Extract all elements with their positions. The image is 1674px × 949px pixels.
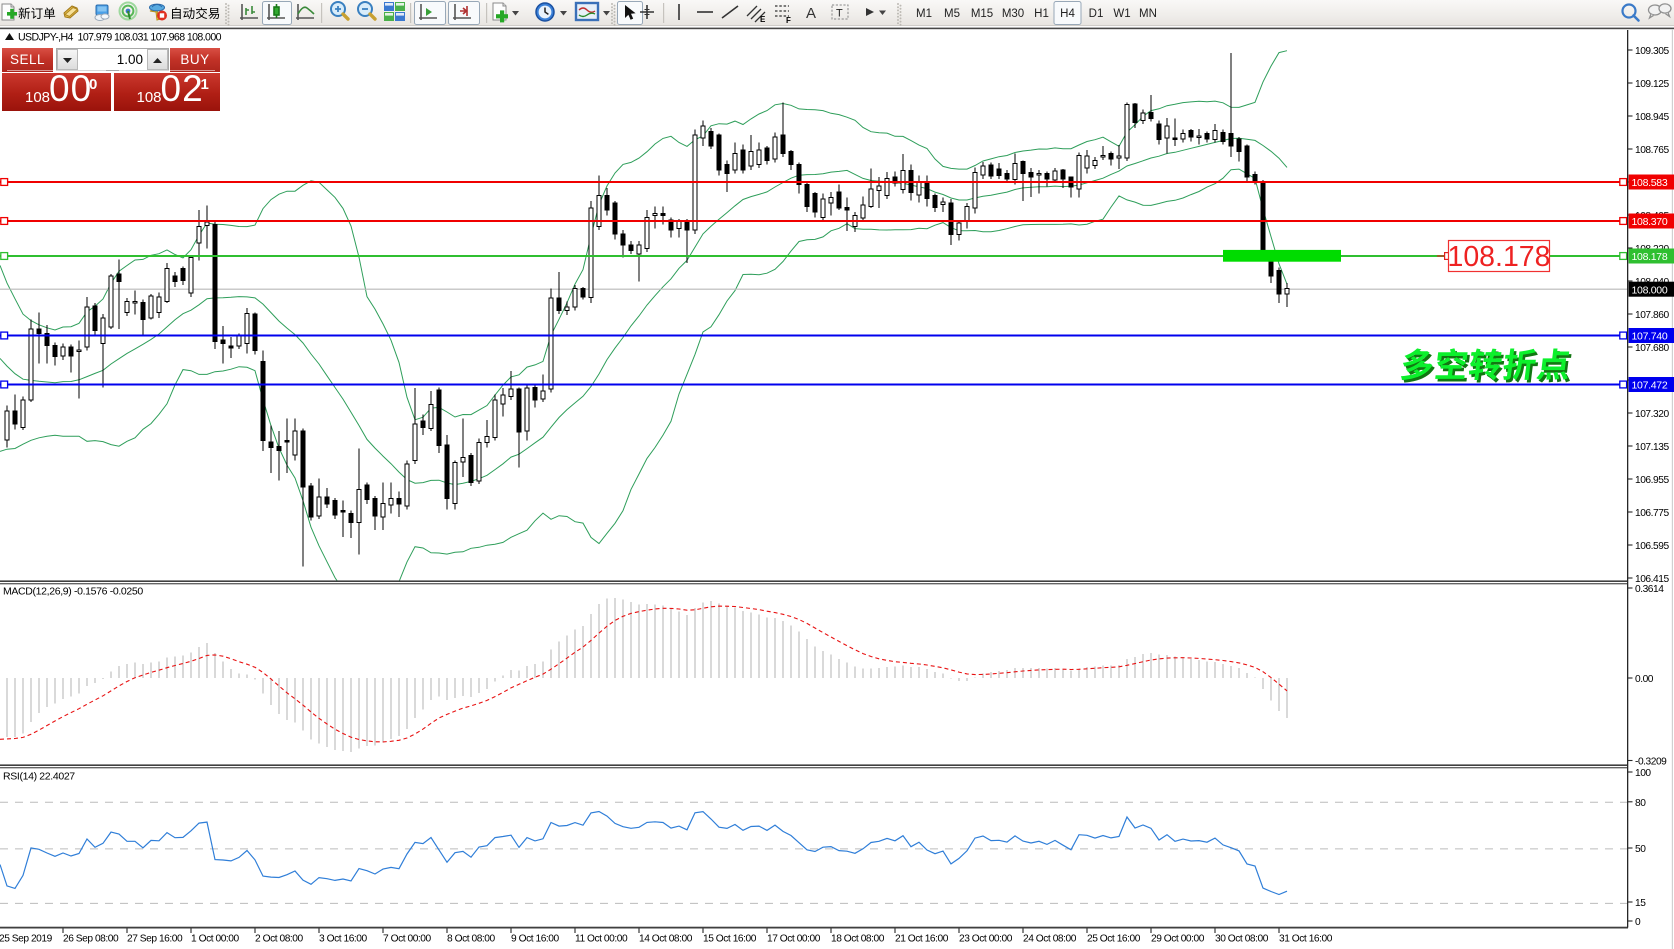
- svg-text:M5: M5: [944, 8, 960, 20]
- svg-text:24 Oct 08:00: 24 Oct 08:00: [1023, 934, 1077, 945]
- svg-text:M15: M15: [971, 8, 993, 20]
- svg-text:108.178: 108.178: [1632, 251, 1668, 263]
- svg-text:109.125: 109.125: [1635, 79, 1669, 90]
- svg-text:107.860: 107.860: [1635, 310, 1669, 321]
- svg-text:31 Oct 16:00: 31 Oct 16:00: [1279, 934, 1333, 945]
- svg-text:106.775: 106.775: [1635, 508, 1669, 519]
- svg-text:0.3614: 0.3614: [1635, 584, 1664, 595]
- svg-text:11 Oct 00:00: 11 Oct 00:00: [575, 934, 628, 945]
- svg-text:50: 50: [1635, 844, 1646, 855]
- svg-text:26 Sep 08:00: 26 Sep 08:00: [63, 934, 119, 945]
- svg-text:A: A: [806, 5, 816, 22]
- svg-text:1 Oct 00:00: 1 Oct 00:00: [191, 934, 240, 945]
- svg-text:14 Oct 08:00: 14 Oct 08:00: [639, 934, 693, 945]
- svg-text:107.740: 107.740: [1632, 331, 1668, 343]
- svg-text:8 Oct 08:00: 8 Oct 08:00: [447, 934, 496, 945]
- svg-text:M1: M1: [916, 8, 932, 20]
- svg-text:15 Oct 16:00: 15 Oct 16:00: [703, 934, 757, 945]
- svg-text:M30: M30: [1002, 8, 1024, 20]
- svg-text:30 Oct 08:00: 30 Oct 08:00: [1215, 934, 1269, 945]
- svg-text:H4: H4: [1060, 8, 1075, 20]
- svg-text:23 Oct 00:00: 23 Oct 00:00: [959, 934, 1013, 945]
- svg-text:25 Sep 2019: 25 Sep 2019: [0, 934, 53, 945]
- svg-text:F: F: [786, 16, 791, 25]
- svg-text:15: 15: [1635, 898, 1646, 909]
- svg-text:25 Oct 16:00: 25 Oct 16:00: [1087, 934, 1141, 945]
- svg-text:18 Oct 08:00: 18 Oct 08:00: [831, 934, 885, 945]
- svg-text:107.320: 107.320: [1635, 409, 1669, 420]
- svg-text:27 Sep 16:00: 27 Sep 16:00: [127, 934, 183, 945]
- svg-text:W1: W1: [1113, 8, 1130, 20]
- svg-text:108.178: 108.178: [1447, 241, 1550, 273]
- svg-text:T: T: [836, 8, 843, 20]
- svg-text:0.00: 0.00: [1635, 674, 1654, 685]
- svg-text:7 Oct 00:00: 7 Oct 00:00: [383, 934, 432, 945]
- svg-text:107.135: 107.135: [1635, 442, 1669, 453]
- svg-text:106.415: 106.415: [1635, 574, 1669, 585]
- svg-text:H1: H1: [1034, 8, 1049, 20]
- svg-text:0: 0: [1635, 917, 1641, 928]
- svg-text:108.000: 108.000: [1632, 284, 1668, 296]
- svg-text:108.583: 108.583: [1632, 177, 1668, 189]
- svg-text:109.305: 109.305: [1635, 46, 1669, 57]
- svg-text:106.955: 106.955: [1635, 475, 1669, 486]
- svg-text:2 Oct 08:00: 2 Oct 08:00: [255, 934, 304, 945]
- svg-text:MN: MN: [1139, 8, 1157, 20]
- svg-text:80: 80: [1635, 798, 1646, 809]
- svg-text:MACD(12,26,9) -0.1576 -0.0250: MACD(12,26,9) -0.1576 -0.0250: [3, 586, 143, 598]
- svg-text:USDJPY-,H4 107.979 108.031 10: USDJPY-,H4 107.979 108.031 107.968 108.0…: [18, 32, 222, 44]
- svg-text:107.680: 107.680: [1635, 343, 1669, 354]
- svg-text:RSI(14) 22.4027: RSI(14) 22.4027: [3, 771, 75, 783]
- svg-text:21 Oct 16:00: 21 Oct 16:00: [895, 934, 949, 945]
- svg-text:3 Oct 16:00: 3 Oct 16:00: [319, 934, 368, 945]
- svg-text:100: 100: [1635, 768, 1651, 779]
- svg-text:-0.3209: -0.3209: [1635, 757, 1667, 768]
- svg-text:29 Oct 00:00: 29 Oct 00:00: [1151, 934, 1205, 945]
- svg-text:107.472: 107.472: [1632, 380, 1668, 392]
- svg-text:9 Oct 16:00: 9 Oct 16:00: [511, 934, 560, 945]
- svg-text:108.370: 108.370: [1632, 216, 1668, 228]
- svg-text:17 Oct 00:00: 17 Oct 00:00: [767, 934, 821, 945]
- svg-text:108.765: 108.765: [1635, 145, 1669, 156]
- svg-text:108.945: 108.945: [1635, 112, 1669, 123]
- svg-text:D1: D1: [1089, 8, 1104, 20]
- svg-text:E: E: [760, 15, 766, 24]
- svg-text:106.595: 106.595: [1635, 541, 1669, 552]
